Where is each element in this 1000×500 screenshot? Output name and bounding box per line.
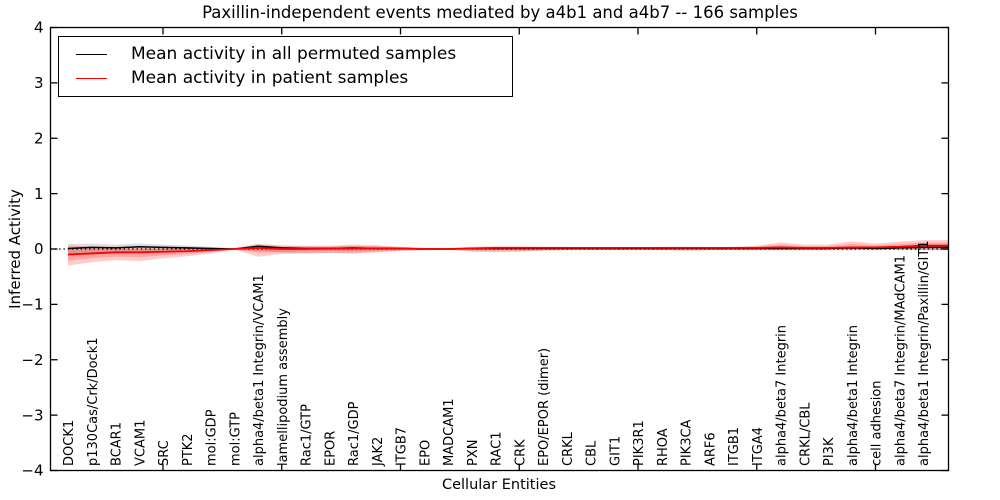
x-category-label: RAC1 <box>490 431 505 466</box>
x-category-label: alpha4/beta7 Integrin/MAdCAM1 <box>893 255 908 466</box>
y-tick-label: 0 <box>34 240 44 258</box>
x-category-label: ITGB7 <box>395 427 410 466</box>
x-category-label: lamellipodium assembly <box>276 308 291 466</box>
x-category-label: PTK2 <box>181 433 196 466</box>
x-category-label: PIK3CA <box>680 419 695 466</box>
x-category-label: MADCAM1 <box>442 398 457 466</box>
x-category-label: JAK2 <box>371 437 386 467</box>
x-category-label: PIK3R1 <box>632 420 647 466</box>
x-category-label: mol:GDP <box>205 409 220 466</box>
y-tick-label: 2 <box>34 129 44 147</box>
x-category-label: ITGB1 <box>727 427 742 466</box>
x-category-label: CRKL <box>561 431 576 466</box>
y-tick-label: −3 <box>21 406 43 424</box>
x-category-label: CRK <box>513 439 528 466</box>
y-tick-label: 3 <box>34 74 44 92</box>
x-category-label: CBL <box>585 440 600 466</box>
x-category-label: alpha4/beta1 Integrin/VCAM1 <box>252 274 267 466</box>
chart-title: Paxillin-independent events mediated by … <box>202 3 798 22</box>
legend: Mean activity in all permuted samples Me… <box>58 36 513 97</box>
x-category-label: Rac1/GDP <box>347 401 362 466</box>
x-category-label: EPO/EPOR (dimer) <box>537 348 552 466</box>
x-category-label: alpha4/beta7 Integrin <box>775 325 790 466</box>
x-category-label: SRC <box>157 440 172 466</box>
x-category-label: PXN <box>466 440 481 466</box>
y-tick-label: −4 <box>21 462 43 480</box>
x-category-label: PI3K <box>822 437 837 466</box>
y-tick-label: 1 <box>34 185 44 203</box>
patient-range-band <box>68 240 949 266</box>
x-category-label: ARF6 <box>703 432 718 466</box>
x-category-label: VCAM1 <box>133 420 148 466</box>
legend-label-patient: Mean activity in patient samples <box>131 67 409 88</box>
x-category-label: Rac1/GTP <box>300 404 315 466</box>
x-category-label: alpha4/beta1 Integrin <box>846 325 861 466</box>
x-axis-label: Cellular Entities <box>441 477 557 493</box>
x-category-label: EPOR <box>323 431 338 466</box>
legend-entry-patient: Mean activity in patient samples <box>59 67 512 88</box>
y-axis-label: Inferred Activity <box>6 189 24 309</box>
x-category-label: DOCK1 <box>62 420 77 466</box>
x-category-label: cell adhesion <box>870 380 885 466</box>
x-category-label: alpha4/beta1 Integrin/Paxillin/GIT1 <box>917 240 932 466</box>
legend-entry-permuted: Mean activity in all permuted samples <box>59 46 512 63</box>
x-category-label: RHOA <box>656 428 671 466</box>
y-tick-label: 4 <box>34 19 44 37</box>
legend-line-black-icon <box>76 54 107 56</box>
legend-line-red-icon <box>76 77 107 79</box>
x-category-label: BCAR1 <box>110 422 125 466</box>
x-category-label: ITGA4 <box>751 427 766 466</box>
x-category-label: GIT1 <box>608 436 623 466</box>
x-category-label: EPO <box>418 440 433 466</box>
x-category-label: p130Cas/Crk/Dock1 <box>86 337 101 466</box>
x-category-label: CRKL/CBL <box>798 402 813 466</box>
patient-mean-line <box>67 244 949 256</box>
legend-label-permuted: Mean activity in all permuted samples <box>131 44 457 65</box>
y-tick-label: −2 <box>21 351 43 369</box>
x-category-label: mol:GTP <box>228 412 243 466</box>
y-tick-label: −1 <box>21 296 43 314</box>
